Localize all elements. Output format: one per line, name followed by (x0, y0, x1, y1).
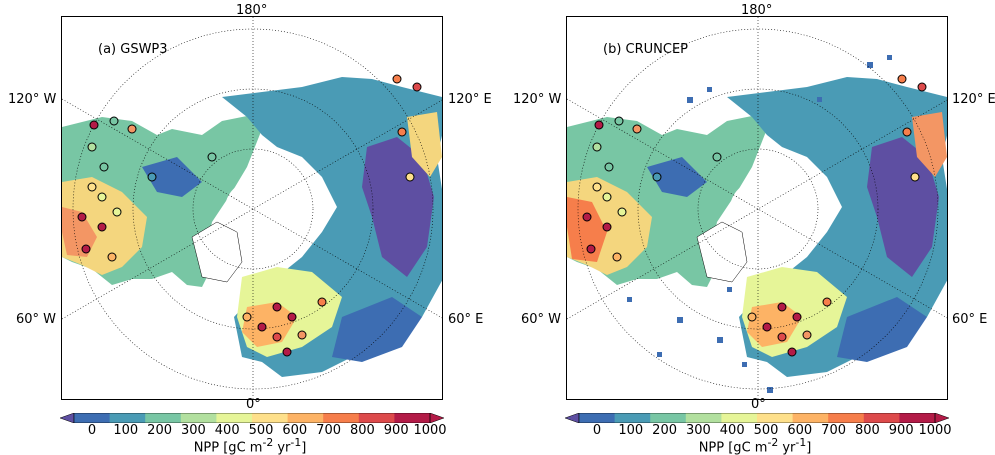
colorbar-tick-label: 700 (316, 423, 342, 438)
europe-hot (242, 302, 297, 347)
na-north-cold (647, 157, 707, 197)
lon-label-120e: 120° E (448, 92, 492, 107)
colorbar-bin (394, 413, 431, 423)
colorbar-bin (323, 413, 360, 423)
colorbar-tick-label: 1000 (413, 423, 447, 438)
lon-label-0: 0° (751, 397, 766, 412)
colorbar-tick-label: 300 (180, 423, 206, 438)
map-panel-gswp3: (a) GSWP3 180° 0° 120° W 60° W 120° E 60… (8, 3, 492, 455)
colorbar-bin (579, 413, 616, 423)
colorbar-tick-label: 200 (147, 423, 173, 438)
colorbar (565, 413, 949, 423)
colorbar-tick-label: 500 (753, 423, 779, 438)
colorbar-ticks: 0 100 200 300 400 500 600 700 800 900 1000 (60, 423, 447, 438)
colorbar-bin (757, 413, 794, 423)
colorbar-label: NPP [gC m-2 yr-1] (698, 436, 812, 455)
colorbar-label: NPP [gC m-2 yr-1] (193, 436, 307, 455)
site-markers (77, 74, 422, 357)
panel-label: (a) GSWP3 (98, 42, 168, 57)
colorbar-bin (109, 413, 146, 423)
colorbar-frame (73, 413, 431, 423)
colorbar-bin (216, 413, 253, 423)
lon-label-60e: 60° E (952, 312, 988, 327)
colorbar-tick-label: 900 (383, 423, 409, 438)
siberia-cold (362, 137, 434, 277)
map-frame (61, 16, 443, 400)
colorbar-tick-label: 600 (787, 423, 813, 438)
colorbar-bin (828, 413, 865, 423)
lon-label-0: 0° (246, 397, 261, 412)
npp-map (62, 17, 442, 399)
colorbar-ticks: 0 100 200 300 400 500 600 700 800 900 1000 (565, 423, 952, 438)
greenland (696, 221, 748, 283)
ocean-grid-cells (627, 55, 892, 393)
colorbar-tick-label: 0 (87, 423, 97, 438)
colorbar-tick-label: 800 (854, 423, 880, 438)
colorbar-bin (252, 413, 289, 423)
lon-label-120w: 120° W (513, 92, 562, 107)
na-hot-region (62, 207, 97, 257)
colorbar-tick-label: 700 (821, 423, 847, 438)
colorbar-bin (685, 413, 722, 423)
colorbar-tick-label: 1000 (918, 423, 952, 438)
na-north-cold (142, 157, 202, 197)
panel-label: (b) CRUNCEP (603, 42, 689, 57)
graticule-circle (132, 88, 374, 330)
colorbar-bin (614, 413, 651, 423)
na-hot-region (567, 197, 607, 262)
colorbar (60, 413, 444, 423)
site-markers (582, 74, 927, 357)
greenland (191, 221, 243, 283)
lon-label-120e: 120° E (952, 92, 995, 107)
colorbar-extend-low (565, 413, 580, 423)
lon-label-180: 180° (236, 3, 268, 18)
colorbar-tick-label: 300 (685, 423, 711, 438)
colorbar-bin (74, 413, 111, 423)
colorbar-bin (145, 413, 182, 423)
lon-label-180: 180° (741, 3, 773, 18)
lon-label-60w: 60° W (521, 312, 562, 327)
colorbar-tick-label: 100 (113, 423, 139, 438)
colorbar-bin (180, 413, 217, 423)
map-panel-cruncep: (b) CRUNCEP 180° 0° 120° W 60° W 120° E … (505, 0, 995, 455)
lon-label-120w: 120° W (8, 92, 57, 107)
colorbar-tick-label: 400 (214, 423, 240, 438)
colorbar-tick-label: 900 (888, 423, 914, 438)
colorbar-bin (650, 413, 687, 423)
colorbar-tick-label: 100 (618, 423, 644, 438)
colorbar-tick-label: 400 (719, 423, 745, 438)
colorbar-extend-high (429, 413, 444, 423)
colorbar-extend-high (934, 413, 949, 423)
colorbar-bin (721, 413, 758, 423)
siberia-cold (867, 137, 939, 277)
graticule-circle (637, 88, 879, 330)
colorbar-bin (899, 413, 936, 423)
east-asia-warm (407, 112, 442, 177)
colorbar-bin (287, 413, 324, 423)
colorbar-bin (792, 413, 829, 423)
map-frame (566, 16, 948, 400)
colorbar-bin (358, 413, 395, 423)
east-asia-warm (912, 112, 947, 177)
europe-hot (747, 302, 802, 347)
npp-map (567, 17, 947, 399)
colorbar-tick-label: 200 (652, 423, 678, 438)
lon-label-60w: 60° W (16, 312, 57, 327)
colorbar-bin (863, 413, 900, 423)
lon-label-60e: 60° E (448, 312, 484, 327)
colorbar-frame (578, 413, 936, 423)
colorbar-tick-label: 600 (282, 423, 308, 438)
colorbar-extend-low (60, 413, 75, 423)
colorbar-tick-label: 800 (349, 423, 375, 438)
colorbar-tick-label: 0 (592, 423, 602, 438)
colorbar-tick-label: 500 (248, 423, 274, 438)
